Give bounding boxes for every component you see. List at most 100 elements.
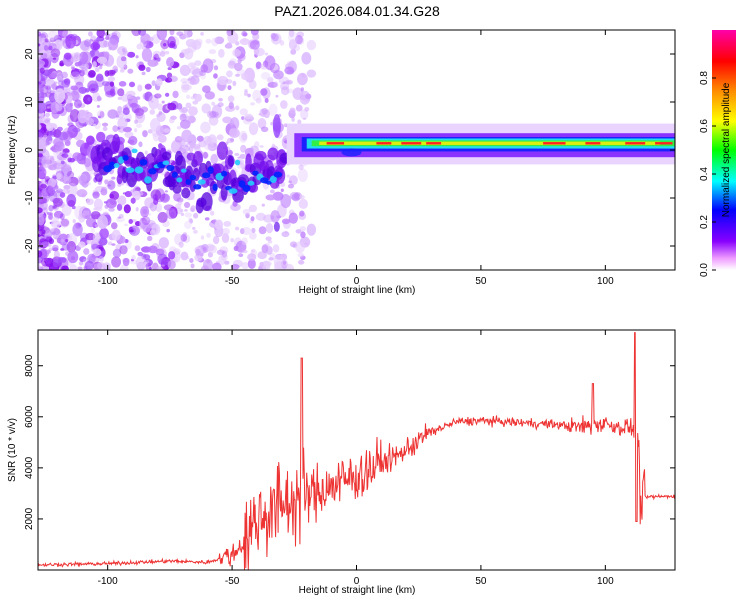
noise-speck — [213, 73, 218, 79]
noise-speck — [115, 114, 120, 118]
noise-speck — [297, 259, 305, 265]
noise-speck — [188, 106, 198, 116]
noise-speck — [164, 190, 168, 193]
noise-speck — [295, 36, 305, 46]
noise-speck — [53, 210, 64, 219]
noise-speck — [280, 100, 288, 109]
noise-speck — [261, 203, 265, 207]
noise-speck — [112, 248, 122, 258]
noise-speck — [157, 103, 163, 111]
noise-speck — [291, 117, 295, 122]
noise-speck — [66, 90, 74, 97]
noise-speck — [105, 198, 117, 209]
noise-speck — [290, 49, 297, 55]
noise-speck — [137, 251, 144, 257]
noise-speck — [227, 60, 236, 69]
noise-speck — [201, 85, 211, 93]
noise-speck — [53, 197, 63, 207]
noise-speck — [70, 85, 79, 91]
signal-core — [131, 148, 138, 154]
noise-speck — [158, 110, 163, 116]
noise-speck — [241, 237, 248, 246]
noise-speck — [226, 70, 233, 78]
noise-speck — [116, 54, 127, 69]
noise-speck — [90, 227, 96, 234]
noise-speck — [76, 189, 88, 198]
noise-speck — [189, 258, 194, 263]
noise-speck — [295, 241, 306, 253]
noise-speck — [156, 30, 168, 41]
noise-speck — [218, 97, 223, 102]
noise-speck — [212, 262, 222, 270]
noise-speck — [217, 232, 221, 237]
noise-speck — [147, 235, 153, 242]
noise-speck — [216, 249, 225, 256]
noise-speck — [111, 243, 116, 246]
noise-speck — [159, 193, 171, 203]
noise-speck — [264, 97, 269, 103]
noise-speck — [179, 145, 190, 153]
noise-speck — [300, 231, 306, 239]
noise-speck — [247, 93, 251, 98]
noise-speck — [78, 241, 86, 248]
noise-speck — [283, 123, 287, 127]
noise-speck — [193, 229, 198, 234]
noise-speck — [277, 203, 287, 218]
noise-speck — [46, 106, 51, 109]
noise-speck — [221, 250, 228, 258]
noise-speck — [92, 123, 97, 127]
noise-speck — [255, 212, 266, 221]
noise-speck — [166, 228, 170, 233]
noise-speck — [73, 99, 83, 109]
noise-speck — [93, 198, 103, 210]
noise-speck — [78, 86, 87, 94]
signal-core — [207, 166, 214, 174]
noise-speck — [250, 102, 255, 106]
signal-blob — [161, 151, 172, 161]
noise-speck — [288, 212, 298, 224]
noise-speck — [127, 51, 136, 58]
noise-speck — [235, 226, 240, 231]
noise-speck — [289, 107, 296, 114]
noise-speck — [298, 198, 309, 210]
noise-speck — [295, 104, 303, 112]
noise-speck — [45, 112, 50, 118]
noise-speck — [239, 153, 247, 160]
noise-speck — [148, 95, 159, 110]
noise-speck — [147, 245, 158, 254]
noise-speck — [53, 162, 63, 170]
noise-speck — [53, 205, 58, 209]
noise-speck — [241, 132, 248, 141]
noise-speck — [161, 172, 165, 176]
noise-speck — [111, 176, 116, 180]
noise-speck — [59, 217, 70, 228]
noise-speck — [181, 84, 192, 91]
noise-speck — [66, 171, 75, 179]
noise-speck — [232, 48, 241, 57]
noise-speck — [99, 111, 105, 118]
noise-speck — [183, 30, 193, 39]
x-tick-label: 0 — [354, 576, 360, 587]
snr-y-axis: 2000 4000 6000 8000 — [24, 354, 675, 530]
signal-blob — [172, 184, 182, 194]
noise-speck — [98, 256, 104, 262]
noise-speck — [258, 226, 267, 235]
noise-speck — [38, 37, 42, 42]
noise-speck — [182, 232, 188, 236]
y-tick-label: -20 — [24, 238, 35, 253]
noise-speck — [53, 81, 58, 85]
noise-speck — [45, 185, 54, 195]
noise-speck — [148, 41, 152, 46]
noise-speck — [199, 70, 206, 77]
noise-speck — [241, 30, 247, 37]
noise-speck — [209, 210, 215, 216]
noise-speck — [78, 174, 88, 186]
noise-speck — [122, 257, 130, 267]
noise-speck — [38, 37, 43, 44]
noise-speck — [136, 43, 142, 50]
signal-core — [266, 180, 272, 185]
noise-speck — [118, 81, 127, 87]
signal-core — [269, 175, 277, 183]
noise-speck — [58, 131, 69, 141]
noise-speck — [41, 188, 49, 197]
